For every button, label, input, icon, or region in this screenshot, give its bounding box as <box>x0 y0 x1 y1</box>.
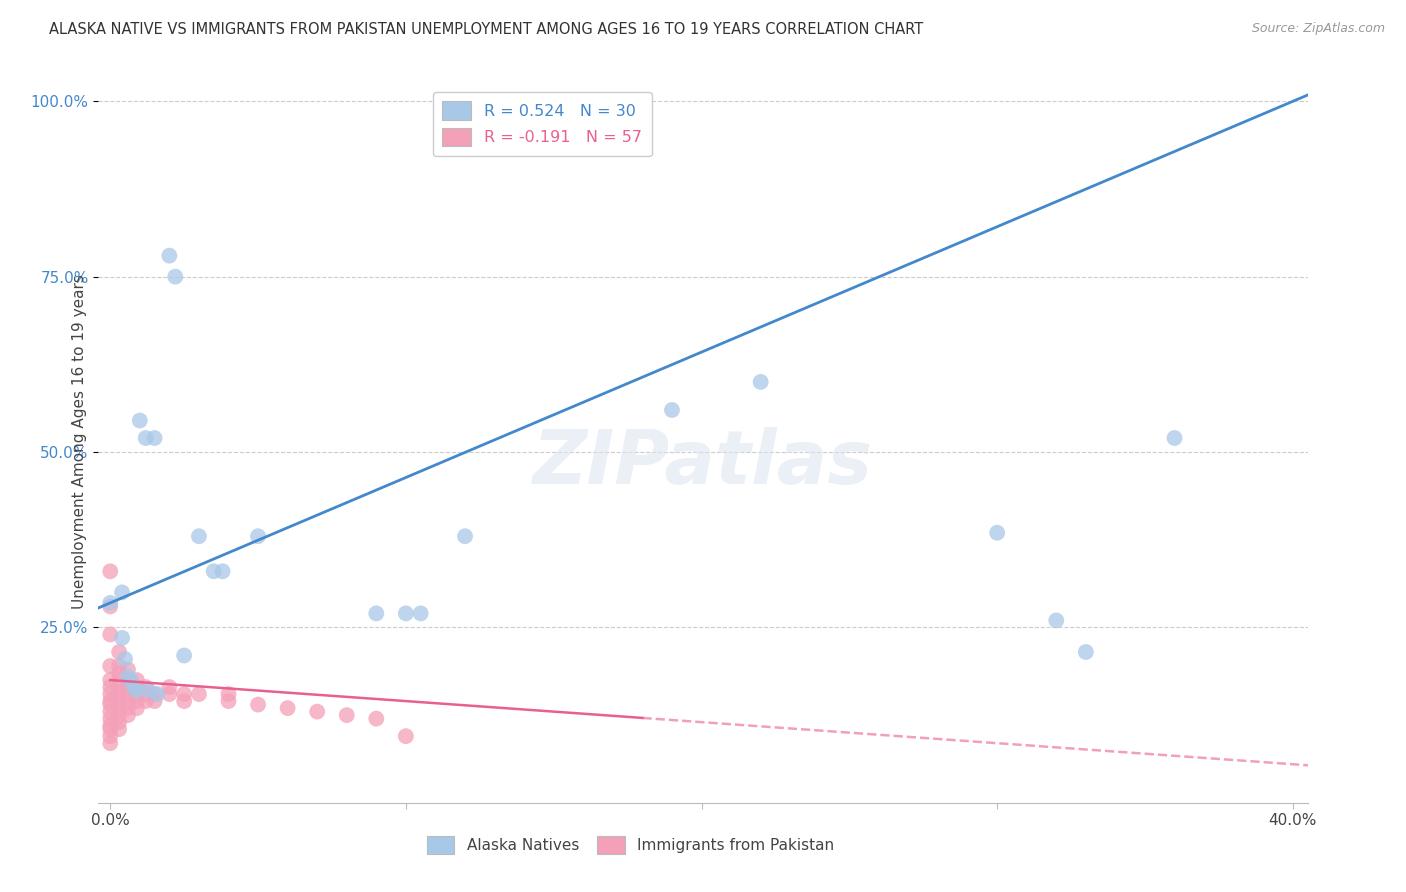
Point <box>117 663 139 677</box>
Point <box>986 525 1008 540</box>
Point <box>135 687 157 701</box>
Point <box>157 687 180 701</box>
Point <box>336 708 359 723</box>
Point <box>661 403 683 417</box>
Point <box>128 413 150 427</box>
Point <box>117 680 139 694</box>
Point <box>108 701 131 715</box>
Point <box>187 687 209 701</box>
Point <box>749 375 772 389</box>
Point <box>187 529 209 543</box>
Point <box>108 715 131 730</box>
Point <box>395 729 418 743</box>
Point <box>173 648 195 663</box>
Point <box>143 694 166 708</box>
Point <box>125 701 148 715</box>
Point <box>108 645 131 659</box>
Point <box>247 698 270 712</box>
Point <box>146 687 169 701</box>
Point <box>117 708 139 723</box>
Point <box>98 680 121 694</box>
Point <box>108 687 131 701</box>
Point <box>122 680 145 694</box>
Point <box>108 659 131 673</box>
Point <box>117 669 139 683</box>
Point <box>98 687 121 701</box>
Point <box>157 249 180 263</box>
Point <box>117 673 139 687</box>
Point <box>173 687 195 701</box>
Point <box>125 673 148 687</box>
Point <box>98 599 121 614</box>
Point <box>366 712 388 726</box>
Text: ZIPatlas: ZIPatlas <box>533 426 873 500</box>
Point <box>135 694 157 708</box>
Point <box>395 607 418 621</box>
Legend: Alaska Natives, Immigrants from Pakistan: Alaska Natives, Immigrants from Pakistan <box>420 830 841 860</box>
Point <box>143 687 166 701</box>
Point <box>98 659 121 673</box>
Point <box>125 687 148 701</box>
Point <box>454 529 477 543</box>
Point <box>135 680 157 694</box>
Point <box>117 694 139 708</box>
Point <box>211 564 233 578</box>
Point <box>1074 645 1097 659</box>
Point <box>98 694 121 708</box>
Point <box>108 673 131 687</box>
Text: Source: ZipAtlas.com: Source: ZipAtlas.com <box>1251 22 1385 36</box>
Point <box>98 705 121 719</box>
Point <box>409 607 432 621</box>
Point <box>277 701 299 715</box>
Point <box>173 694 195 708</box>
Point <box>247 529 270 543</box>
Point <box>98 596 121 610</box>
Point <box>98 712 121 726</box>
Point <box>98 564 121 578</box>
Point <box>114 652 136 666</box>
Point <box>125 694 148 708</box>
Point <box>108 694 131 708</box>
Point <box>98 722 121 736</box>
Point <box>135 431 157 445</box>
Point <box>1045 614 1067 628</box>
Point <box>108 680 131 694</box>
Point <box>202 564 225 578</box>
Point <box>98 718 121 732</box>
Point <box>111 631 134 645</box>
Point <box>120 673 142 687</box>
Point <box>366 607 388 621</box>
Point <box>98 673 121 687</box>
Point <box>138 683 160 698</box>
Y-axis label: Unemployment Among Ages 16 to 19 years: Unemployment Among Ages 16 to 19 years <box>72 274 87 609</box>
Point <box>98 627 121 641</box>
Point <box>157 680 180 694</box>
Point <box>98 729 121 743</box>
Point <box>307 705 329 719</box>
Point <box>1163 431 1185 445</box>
Point <box>117 687 139 701</box>
Point <box>125 680 148 694</box>
Point <box>98 698 121 712</box>
Point <box>165 269 187 284</box>
Point <box>218 687 240 701</box>
Text: ALASKA NATIVE VS IMMIGRANTS FROM PAKISTAN UNEMPLOYMENT AMONG AGES 16 TO 19 YEARS: ALASKA NATIVE VS IMMIGRANTS FROM PAKISTA… <box>49 22 924 37</box>
Point <box>218 694 240 708</box>
Point <box>108 666 131 681</box>
Point <box>108 722 131 736</box>
Point <box>125 683 148 698</box>
Point <box>108 708 131 723</box>
Point <box>117 701 139 715</box>
Point <box>98 736 121 750</box>
Point <box>143 431 166 445</box>
Point <box>111 585 134 599</box>
